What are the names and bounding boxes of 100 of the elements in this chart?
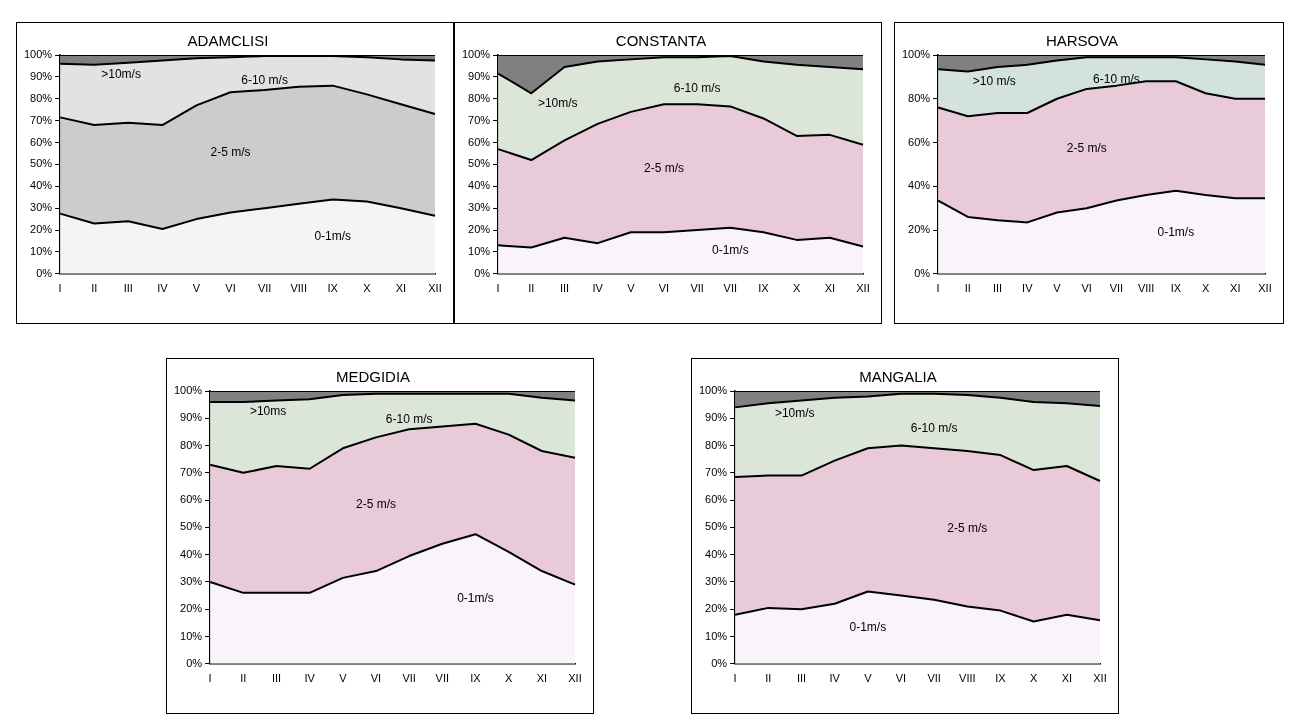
x-tick-label: IV (592, 282, 604, 295)
x-tick-label: XII (568, 672, 582, 685)
y-tick-label: 40% (908, 179, 931, 192)
y-tick-label: 40% (30, 179, 53, 192)
x-tick-label: II (91, 282, 98, 295)
x-tick-label: IX (995, 672, 1007, 685)
y-tick-label: 20% (908, 223, 931, 236)
y-tick-label: 90% (705, 411, 728, 424)
x-tick-label: XI (395, 282, 407, 295)
x-tick-label: III (559, 282, 570, 295)
x-tick-label: IV (157, 282, 169, 295)
x-tick-label: II (964, 282, 971, 295)
y-tick-label: 20% (30, 223, 53, 236)
x-tick-label: I (936, 282, 940, 295)
y-tick-label: 10% (468, 244, 491, 257)
y-tick-label: 0% (186, 656, 203, 669)
x-tick-label: VII (435, 672, 450, 685)
series-label: 2-5 m/s (210, 144, 251, 159)
x-tick-label: VIII (959, 672, 976, 685)
x-tick-label: VII (257, 282, 272, 295)
y-tick-label: 40% (705, 547, 728, 560)
x-tick-label: IV (829, 672, 841, 685)
y-tick-label: 70% (180, 465, 203, 478)
x-tick-label: V (864, 672, 873, 685)
x-tick-label: XII (1258, 282, 1272, 295)
y-tick-label: 60% (180, 493, 203, 506)
y-tick-label: 90% (30, 69, 53, 82)
series-label: 0-1m/s (711, 243, 749, 258)
y-tick-label: 0% (711, 656, 728, 669)
x-tick-label: XII (856, 282, 870, 295)
y-tick-label: 30% (30, 201, 53, 214)
x-tick-label: VII (1109, 282, 1124, 295)
x-tick-label: V (339, 672, 348, 685)
y-tick-label: 20% (180, 602, 203, 615)
x-tick-label: I (208, 672, 212, 685)
series-label: 0-1m/s (457, 591, 494, 606)
chart-title: MEDGIDIA (335, 368, 411, 386)
x-tick-label: XI (1061, 672, 1073, 685)
x-tick-label: XI (536, 672, 548, 685)
series-label: 6-10 m/s (385, 411, 433, 426)
x-tick-label: VI (658, 282, 670, 295)
x-tick-label: X (1029, 672, 1038, 685)
x-tick-label: I (58, 282, 62, 295)
chart-title: ADAMCLISI (187, 32, 269, 50)
y-tick-label: 80% (908, 91, 931, 104)
x-tick-label: VII (402, 672, 416, 685)
y-tick-label: 60% (468, 135, 491, 148)
x-tick-label: VI (225, 282, 236, 295)
series-label: 6-10 m/s (910, 421, 958, 436)
y-tick-label: 20% (468, 223, 491, 236)
x-tick-label: II (240, 672, 247, 685)
x-tick-label: III (796, 672, 807, 685)
x-tick-label: III (992, 282, 1003, 295)
y-tick-label: 60% (30, 135, 53, 148)
x-tick-label: IX (1170, 282, 1182, 295)
x-tick-label: V (192, 282, 201, 295)
y-tick-label: 20% (705, 602, 728, 615)
x-tick-label: VI (1081, 282, 1092, 295)
x-tick-label: XII (428, 282, 442, 295)
series-label: 2-5 m/s (1066, 140, 1107, 155)
series-label: >10m/s (101, 67, 141, 82)
x-tick-label: VII (723, 282, 738, 295)
x-tick-label: XI (1230, 282, 1241, 295)
x-tick-label: IV (304, 672, 316, 685)
y-tick-label: 70% (705, 465, 728, 478)
x-tick-label: III (271, 672, 282, 685)
y-tick-label: 100% (901, 48, 931, 61)
y-tick-label: 50% (468, 157, 491, 170)
y-tick-label: 60% (705, 493, 728, 506)
series-label: >10m/s (537, 95, 578, 110)
series-label: >10 m/s (972, 73, 1016, 88)
x-tick-label: VI (895, 672, 907, 685)
y-tick-label: 0% (474, 266, 491, 279)
x-tick-label: IV (1022, 282, 1034, 295)
x-tick-label: V (1053, 282, 1062, 295)
y-tick-label: 10% (705, 629, 728, 642)
series-label: 2-5 m/s (643, 160, 684, 175)
y-tick-label: 90% (468, 69, 491, 82)
x-tick-label: VIII (290, 282, 307, 295)
x-tick-label: VII (690, 282, 704, 295)
series-label: 0-1m/s (849, 619, 887, 634)
series-label: 0-1m/s (314, 228, 352, 243)
y-tick-label: 100% (698, 384, 728, 397)
series-label: 6-10 m/s (673, 81, 721, 96)
x-tick-label: VII (927, 672, 941, 685)
y-tick-label: 80% (705, 438, 728, 451)
y-tick-label: 10% (180, 629, 203, 642)
y-tick-label: 40% (468, 179, 491, 192)
y-tick-label: 70% (30, 113, 53, 126)
y-tick-label: 30% (468, 201, 491, 214)
y-tick-label: 90% (180, 411, 203, 424)
x-tick-label: V (627, 282, 636, 295)
chart-title: MANGALIA (859, 368, 937, 386)
y-tick-label: 80% (468, 91, 491, 104)
series-label: 2-5 m/s (355, 496, 396, 511)
x-tick-label: X (363, 282, 372, 295)
x-tick-label: IX (758, 282, 770, 295)
series-label: 2-5 m/s (947, 521, 988, 536)
series-label: 6-10 m/s (241, 73, 288, 88)
y-tick-label: 0% (36, 266, 53, 279)
